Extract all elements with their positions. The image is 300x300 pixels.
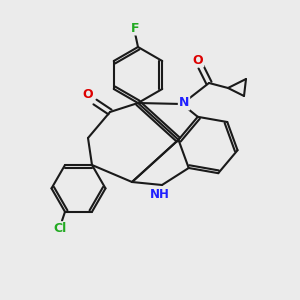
Text: O: O: [193, 53, 203, 67]
Text: O: O: [83, 88, 93, 101]
Text: N: N: [179, 97, 189, 110]
Text: F: F: [131, 22, 139, 34]
Text: NH: NH: [150, 188, 170, 200]
Text: Cl: Cl: [53, 222, 67, 235]
